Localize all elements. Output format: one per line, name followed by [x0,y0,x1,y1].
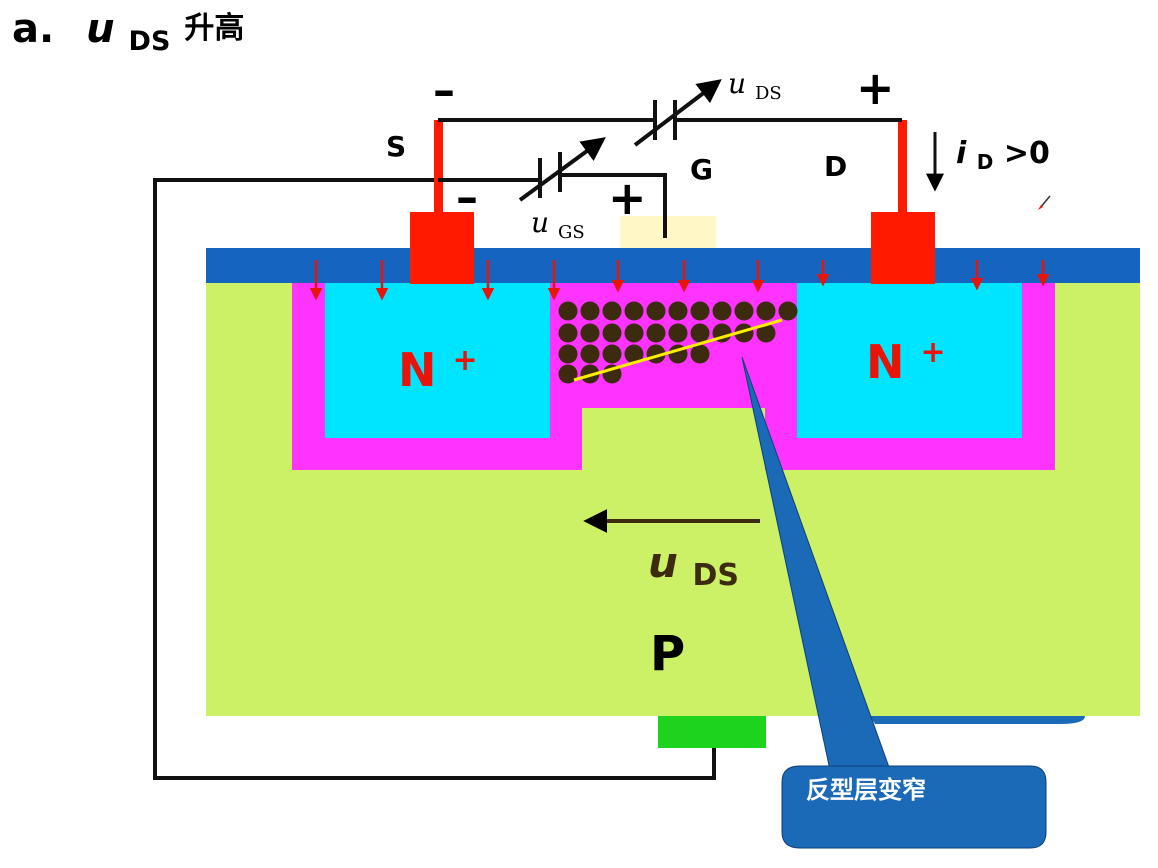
uds-field-symbol: u [648,538,678,587]
source-label: S [386,130,406,163]
uds-plus-sign: + [856,61,895,115]
id-subscript: D [977,150,994,174]
n-plus-left-label: N + [398,343,478,397]
id-symbol: i [956,136,967,171]
uds-symbol: u [728,67,746,100]
gate-electrode [620,216,716,248]
ugs-plus-sign: + [608,171,647,225]
electron [624,323,644,343]
uds-subscript: DS [755,83,782,104]
electron [580,323,600,343]
source-contact [410,212,474,284]
n-plus-right [797,283,1022,438]
uds-field-subscript: DS [693,558,740,593]
oxide-layer [206,248,1140,283]
electron [558,344,578,364]
drain-lead [898,120,907,214]
electron [624,344,644,364]
title-suffix: 升高 [184,11,244,46]
title-subscript: DS [129,26,171,57]
title-symbol: u [86,6,114,52]
pinch-line [573,318,783,382]
electron [668,301,688,321]
electron [668,323,688,343]
electron [602,344,622,364]
electron [646,301,666,321]
electron [558,301,578,321]
uds-source-label: u DS [728,67,782,104]
id-label: i D >0 [956,136,1050,177]
callout-bubble [781,765,1047,849]
callout-text: 反型层变窄 [806,776,926,804]
electron [646,323,666,343]
uds-field-label: u DS [648,538,739,593]
gs-wire-right [560,173,667,238]
electron [558,364,578,384]
ugs-source-symbol [518,137,606,202]
callout-bubble-tail-bg [870,716,1085,724]
electron [690,344,710,364]
gate-label: G [690,153,713,186]
n-plus-right-label: N + [866,335,946,389]
n-plus-right-sup: + [921,335,946,370]
field-arrows [309,260,1050,301]
electron [602,301,622,321]
channel-electrons [558,301,798,384]
electron [712,301,732,321]
body-wire [153,178,716,780]
uds-source-symbol [633,79,722,147]
n-plus-left-base: N [398,343,437,397]
title-prefix: a. [12,6,54,52]
pen-cursor-icon [1038,195,1051,210]
ugs-minus-sign: – [456,172,478,223]
source-lead [434,120,443,214]
electron [690,301,710,321]
n-plus-left [325,283,550,438]
electron [580,344,600,364]
drain-contact [871,212,935,284]
electron [778,301,798,321]
drain-label: D [824,150,847,183]
inversion-channel [548,283,792,408]
ugs-source-label: u GS [531,206,585,243]
title: a. u DS 升高 [12,6,244,60]
electron [756,323,776,343]
uds-minus-sign: – [433,65,455,116]
electron [602,323,622,343]
electron [690,323,710,343]
n-plus-left-sup: + [453,343,478,378]
id-suffix: >0 [1004,136,1050,171]
electron [558,323,578,343]
electron [756,301,776,321]
electron [624,301,644,321]
electron [580,301,600,321]
electron [734,301,754,321]
ugs-subscript: GS [558,222,585,243]
n-plus-right-base: N [866,335,905,389]
ugs-symbol: u [531,206,549,239]
body-contact [658,716,766,748]
substrate-label: P [650,626,685,682]
